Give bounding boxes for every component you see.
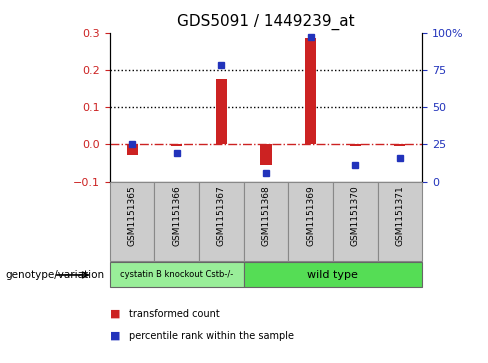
Bar [394,144,406,146]
FancyBboxPatch shape [378,182,422,261]
FancyBboxPatch shape [288,182,333,261]
FancyBboxPatch shape [110,182,154,261]
Bar [216,79,227,144]
Bar [261,144,271,165]
Text: cystatin B knockout Cstb-/-: cystatin B knockout Cstb-/- [120,270,233,280]
FancyBboxPatch shape [244,262,422,287]
FancyBboxPatch shape [244,182,288,261]
Text: GSM1151370: GSM1151370 [351,185,360,246]
Text: ■: ■ [110,309,121,319]
Bar [171,144,183,146]
FancyBboxPatch shape [110,262,244,287]
Text: genotype/variation: genotype/variation [5,270,104,280]
Text: GSM1151368: GSM1151368 [262,185,270,246]
Text: GSM1151369: GSM1151369 [306,185,315,246]
Text: percentile rank within the sample: percentile rank within the sample [129,331,294,341]
Text: GSM1151365: GSM1151365 [127,185,137,246]
FancyBboxPatch shape [199,182,244,261]
Text: GSM1151367: GSM1151367 [217,185,226,246]
Text: ■: ■ [110,331,121,341]
FancyBboxPatch shape [333,182,378,261]
Bar [349,144,361,146]
Title: GDS5091 / 1449239_at: GDS5091 / 1449239_at [177,14,355,30]
Text: wild type: wild type [307,270,358,280]
Bar [305,38,316,144]
Text: GSM1151371: GSM1151371 [395,185,405,246]
FancyBboxPatch shape [154,182,199,261]
Text: transformed count: transformed count [129,309,220,319]
Bar [126,144,138,155]
Text: GSM1151366: GSM1151366 [172,185,181,246]
